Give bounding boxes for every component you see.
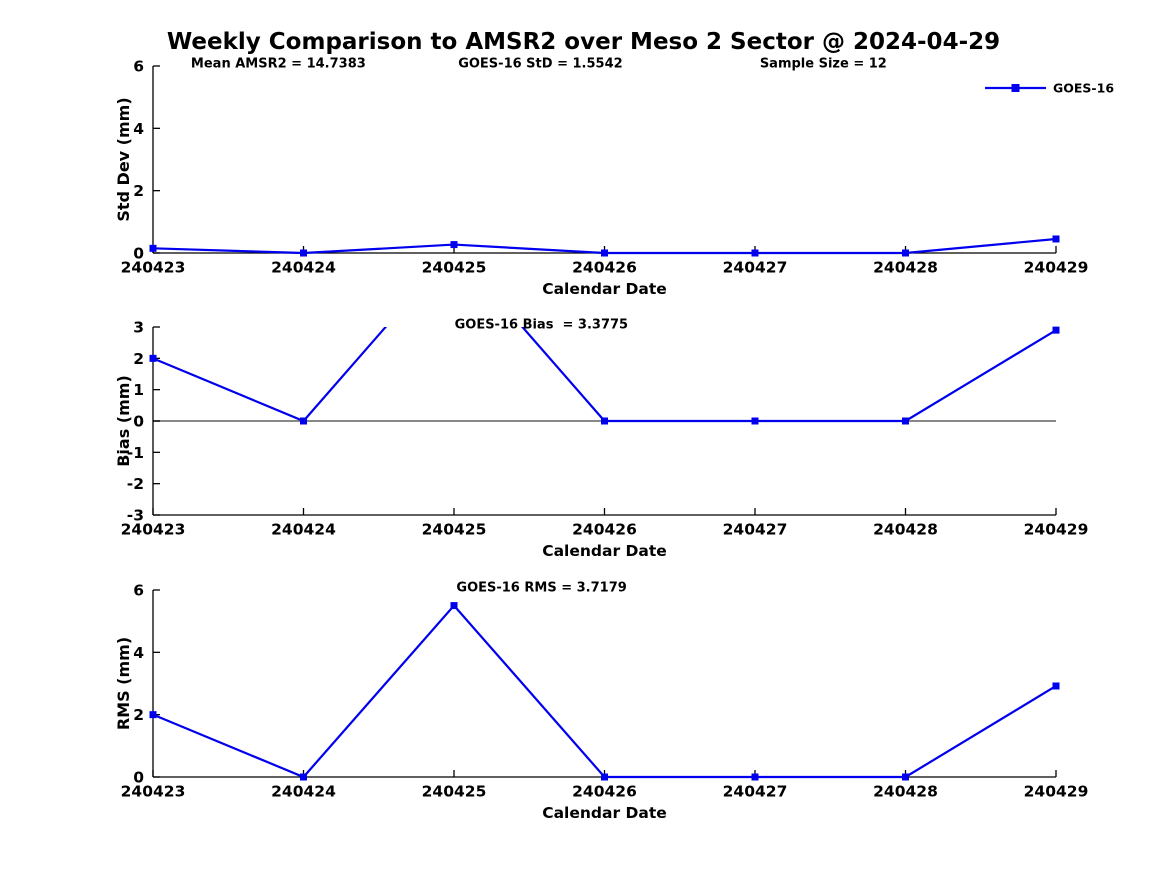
data-point-marker [751,417,759,425]
x-tick-label: 240423 [121,783,186,801]
x-tick-label: 240425 [422,783,487,801]
legend-label: GOES-16 [1053,81,1114,96]
x-tick-label: 240426 [572,783,637,801]
y-tick-label: 2 [133,350,144,368]
y-axis-label: RMS (mm) [114,637,133,730]
y-tick-label: 6 [133,58,144,76]
x-tick-label: 240423 [121,259,186,277]
data-point-marker [300,249,307,257]
x-tick-label: 240429 [1024,259,1089,277]
data-point-marker [902,249,909,257]
legend: GOES-16 [985,81,1114,96]
x-axis-label: Calendar Date [542,804,667,822]
x-tick-label: 240429 [1024,783,1089,801]
annotation-text: Mean AMSR2 = 14.7383 [191,57,366,72]
y-tick-label: 4 [133,120,144,138]
x-axis-label: Calendar Date [542,280,667,298]
y-tick-label: 4 [133,644,144,662]
std-dev-subplot: 0 2 4 6 240423 240424 240425 240426 240427 240428… [114,57,1114,298]
legend-marker [1011,84,1020,92]
data-point-marker [751,773,759,781]
annotation-text: GOES-16 Bias = 3.3775 [455,318,629,333]
x-tick-label: 240426 [572,521,637,539]
data-point-marker [1052,682,1060,690]
data-point-marker [1052,326,1060,334]
goes16-series-line [152,603,1057,779]
data-point-marker [751,249,759,257]
x-tick-label: 240424 [271,259,336,277]
y-tick-label: 0 [133,769,144,787]
y-axis-label: Bias (mm) [114,375,133,467]
y-tick-label: 3 [133,319,144,337]
data-point-marker [450,602,458,610]
y-tick-label: 2 [133,706,144,724]
y-tick-label: -2 [127,475,144,493]
data-point-marker [450,241,458,249]
x-tick-label: 240425 [422,259,487,277]
x-tick-label: 240425 [422,521,487,539]
chart-title: Weekly Comparison to AMSR2 over Meso 2 S… [166,29,1001,55]
x-tick-label: 240427 [723,783,788,801]
y-tick-label: 2 [133,182,144,200]
x-tick-label: 240424 [271,521,336,539]
x-tick-label: 240427 [723,521,788,539]
data-point-marker [300,773,307,781]
data-point-marker [149,354,157,362]
x-tick-label: 240424 [271,783,336,801]
data-point-marker [300,417,307,425]
x-tick-label: 240428 [873,259,938,277]
x-axis-label: Calendar Date [542,542,667,560]
annotation-text: GOES-16 StD = 1.5542 [458,57,622,72]
data-point-marker [902,417,909,425]
rms-subplot: 0 2 4 6 240423 240424 240425 240426 240427 240428… [114,581,1088,822]
data-point-marker [601,773,608,781]
y-tick-label: -1 [127,444,144,462]
y-tick-label: 0 [133,245,144,263]
data-point-marker [902,773,909,781]
bias-subplot: -3 -2 -1 0 1 2 3 240423 240424 240425 240426 240427… [114,318,1089,560]
x-tick-label: 240427 [723,259,788,277]
annotation-text: GOES-16 RMS = 3.7179 [456,581,626,596]
y-tick-label: 1 [133,381,144,399]
data-point-marker [601,249,608,257]
x-tick-label: 240428 [873,521,938,539]
x-tick-label: 240423 [121,521,186,539]
annotation-text: Sample Size = 12 [760,57,887,72]
y-tick-label: 0 [133,413,144,431]
data-point-marker [149,244,157,252]
x-tick-label: 240429 [1024,521,1089,539]
x-tick-label: 240428 [873,783,938,801]
y-axis-label: Std Dev (mm) [114,97,133,221]
data-point-marker [1052,235,1060,243]
y-tick-label: -3 [127,507,144,525]
data-point-marker [601,417,608,425]
y-tick-label: 6 [133,582,144,600]
x-tick-label: 240426 [572,259,637,277]
data-point-marker [149,711,157,719]
